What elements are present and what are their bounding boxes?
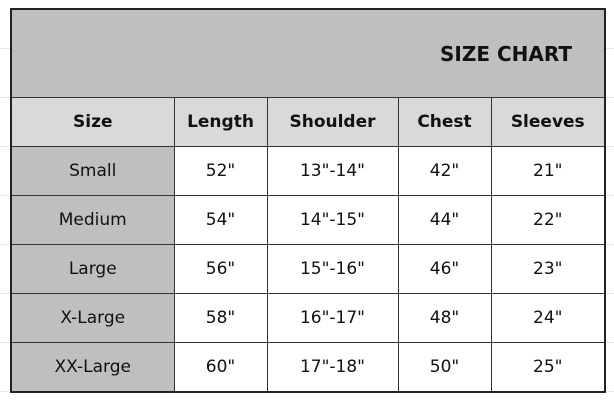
cell-sleeves: 24" bbox=[490, 293, 606, 343]
cell-length: 54" bbox=[173, 195, 268, 245]
header-row: Size Length Shoulder Chest Sleeves bbox=[10, 97, 606, 147]
header-chest: Chest bbox=[397, 97, 492, 147]
cell-shoulder: 17"-18" bbox=[266, 342, 399, 393]
table-row: Large 56" 15"-16" 46" 23" bbox=[10, 244, 606, 294]
cell-shoulder: 16"-17" bbox=[266, 293, 399, 343]
cell-length: 52" bbox=[173, 146, 268, 196]
cell-chest: 48" bbox=[397, 293, 492, 343]
cell-sleeves: 22" bbox=[490, 195, 606, 245]
cell-chest: 46" bbox=[397, 244, 492, 294]
cell-size: X-Large bbox=[10, 293, 175, 343]
cell-chest: 44" bbox=[397, 195, 492, 245]
cell-shoulder: 14"-15" bbox=[266, 195, 399, 245]
cell-sleeves: 23" bbox=[490, 244, 606, 294]
cell-size: Large bbox=[10, 244, 175, 294]
cell-size: Medium bbox=[10, 195, 175, 245]
header-shoulder: Shoulder bbox=[266, 97, 399, 147]
cell-sleeves: 25" bbox=[490, 342, 606, 393]
cell-size: XX-Large bbox=[10, 342, 175, 393]
table-row: Small 52" 13"-14" 42" 21" bbox=[10, 146, 606, 196]
cell-length: 58" bbox=[173, 293, 268, 343]
table-row: XX-Large 60" 17"-18" 50" 25" bbox=[10, 342, 606, 393]
table-row: Medium 54" 14"-15" 44" 22" bbox=[10, 195, 606, 245]
size-chart-table: SIZE CHART Size Length Shoulder Chest Sl… bbox=[10, 8, 606, 393]
header-size: Size bbox=[10, 97, 175, 147]
header-sleeves: Sleeves bbox=[490, 97, 606, 147]
table-row: X-Large 58" 16"-17" 48" 24" bbox=[10, 293, 606, 343]
cell-shoulder: 13"-14" bbox=[266, 146, 399, 196]
cell-shoulder: 15"-16" bbox=[266, 244, 399, 294]
cell-length: 60" bbox=[173, 342, 268, 393]
header-length: Length bbox=[173, 97, 268, 147]
table-title: SIZE CHART bbox=[10, 8, 606, 98]
cell-length: 56" bbox=[173, 244, 268, 294]
cell-chest: 50" bbox=[397, 342, 492, 393]
cell-sleeves: 21" bbox=[490, 146, 606, 196]
cell-chest: 42" bbox=[397, 146, 492, 196]
cell-size: Small bbox=[10, 146, 175, 196]
